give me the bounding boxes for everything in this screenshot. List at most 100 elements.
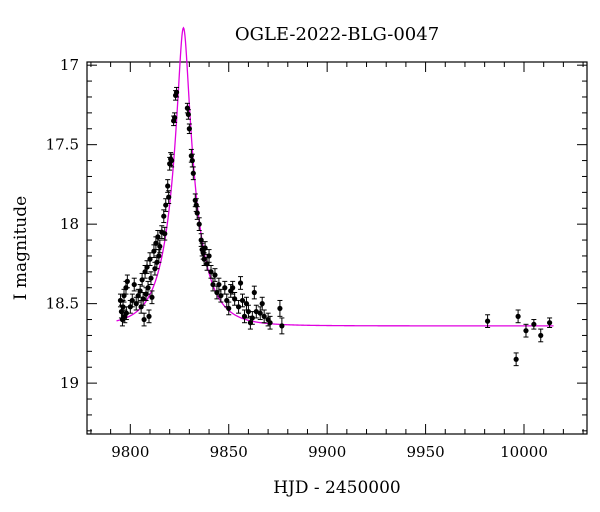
- data-point: [226, 301, 232, 316]
- data-point: [124, 274, 130, 289]
- data-marker: [189, 157, 195, 164]
- data-point: [202, 241, 208, 255]
- data-point: [531, 319, 537, 330]
- data-point: [166, 190, 172, 204]
- data-marker: [146, 313, 152, 319]
- data-marker: [484, 318, 491, 324]
- data-point: [190, 166, 196, 181]
- data-marker: [162, 231, 168, 237]
- data-marker: [253, 308, 259, 315]
- data-marker: [241, 313, 248, 319]
- data-marker: [251, 289, 257, 296]
- data-marker: [513, 356, 519, 362]
- data-point: [206, 249, 212, 263]
- data-point: [165, 179, 171, 193]
- data-marker: [131, 281, 137, 288]
- data-marker: [208, 269, 214, 275]
- data-marker: [216, 281, 222, 288]
- data-marker: [173, 89, 180, 95]
- data-marker: [515, 313, 521, 319]
- y-tick-label: 17: [60, 56, 79, 74]
- x-tick-label: 9850: [210, 443, 248, 461]
- data-point: [251, 285, 257, 300]
- data-marker: [261, 313, 267, 319]
- y-tick-labels: 17 17.5 18 18.5 19: [46, 56, 79, 392]
- data-point: [538, 328, 544, 343]
- data-point: [277, 299, 283, 317]
- data-marker: [166, 194, 172, 200]
- data-point: [148, 271, 154, 286]
- data-point: [173, 86, 180, 98]
- data-point: [185, 109, 191, 120]
- x-tick-labels: 9800 9850 9900 9950 10000: [111, 443, 548, 461]
- data-point: [261, 309, 267, 324]
- data-point: [212, 268, 218, 282]
- data-point: [218, 288, 224, 303]
- x-tick-label: 9900: [308, 443, 346, 461]
- x-tick-label: 10000: [500, 443, 548, 461]
- y-tick-label: 18.5: [46, 295, 79, 313]
- data-marker: [277, 305, 283, 312]
- data-point: [222, 280, 228, 295]
- data-marker: [198, 237, 204, 243]
- model-curve: [116, 26, 554, 327]
- data-marker: [147, 256, 153, 262]
- data-point: [149, 290, 155, 305]
- data-point: [120, 299, 126, 314]
- data-marker: [232, 296, 238, 302]
- data-marker: [155, 234, 161, 240]
- data-marker: [212, 272, 218, 278]
- data-marker: [206, 253, 212, 259]
- data-marker: [267, 320, 273, 326]
- y-tick-label: 18: [60, 215, 79, 233]
- data-marker: [237, 280, 244, 286]
- data-marker: [148, 275, 154, 281]
- data-marker: [129, 297, 135, 304]
- data-marker: [185, 111, 191, 118]
- data-marker: [120, 304, 126, 310]
- data-point: [546, 317, 553, 328]
- data-marker: [235, 304, 242, 310]
- data-point: [513, 352, 519, 367]
- data-marker: [123, 310, 129, 316]
- data-point: [237, 276, 244, 290]
- data-point: [161, 209, 167, 224]
- data-marker: [165, 183, 171, 189]
- data-point: [210, 277, 216, 292]
- data-marker: [245, 308, 252, 315]
- y-axis-label: I magnitude: [11, 196, 31, 300]
- data-points: [117, 86, 553, 367]
- data-marker: [249, 315, 255, 321]
- data-point: [162, 226, 168, 241]
- data-point: [267, 315, 273, 330]
- data-point: [146, 309, 152, 324]
- data-point: [523, 323, 529, 338]
- data-marker: [194, 210, 200, 216]
- data-marker: [523, 328, 529, 334]
- data-point: [141, 312, 147, 327]
- x-tick-label: 9950: [406, 443, 444, 461]
- data-marker: [196, 221, 202, 227]
- data-point: [171, 112, 178, 123]
- data-marker: [186, 126, 192, 132]
- plot-frame: [86, 61, 588, 435]
- data-point: [484, 314, 491, 328]
- data-marker: [149, 294, 155, 300]
- data-point: [186, 123, 192, 135]
- data-point: [232, 292, 238, 306]
- data-marker: [190, 170, 196, 176]
- data-point: [515, 309, 521, 324]
- data-marker: [161, 213, 167, 219]
- data-marker: [226, 305, 232, 312]
- data-marker: [230, 285, 236, 291]
- data-marker: [202, 245, 208, 251]
- data-marker: [145, 285, 151, 291]
- data-point: [208, 264, 214, 279]
- data-marker: [210, 281, 216, 288]
- data-point: [155, 230, 161, 244]
- data-point: [147, 252, 153, 266]
- data-point: [169, 153, 175, 168]
- data-point: [131, 277, 137, 292]
- data-point: [129, 293, 135, 308]
